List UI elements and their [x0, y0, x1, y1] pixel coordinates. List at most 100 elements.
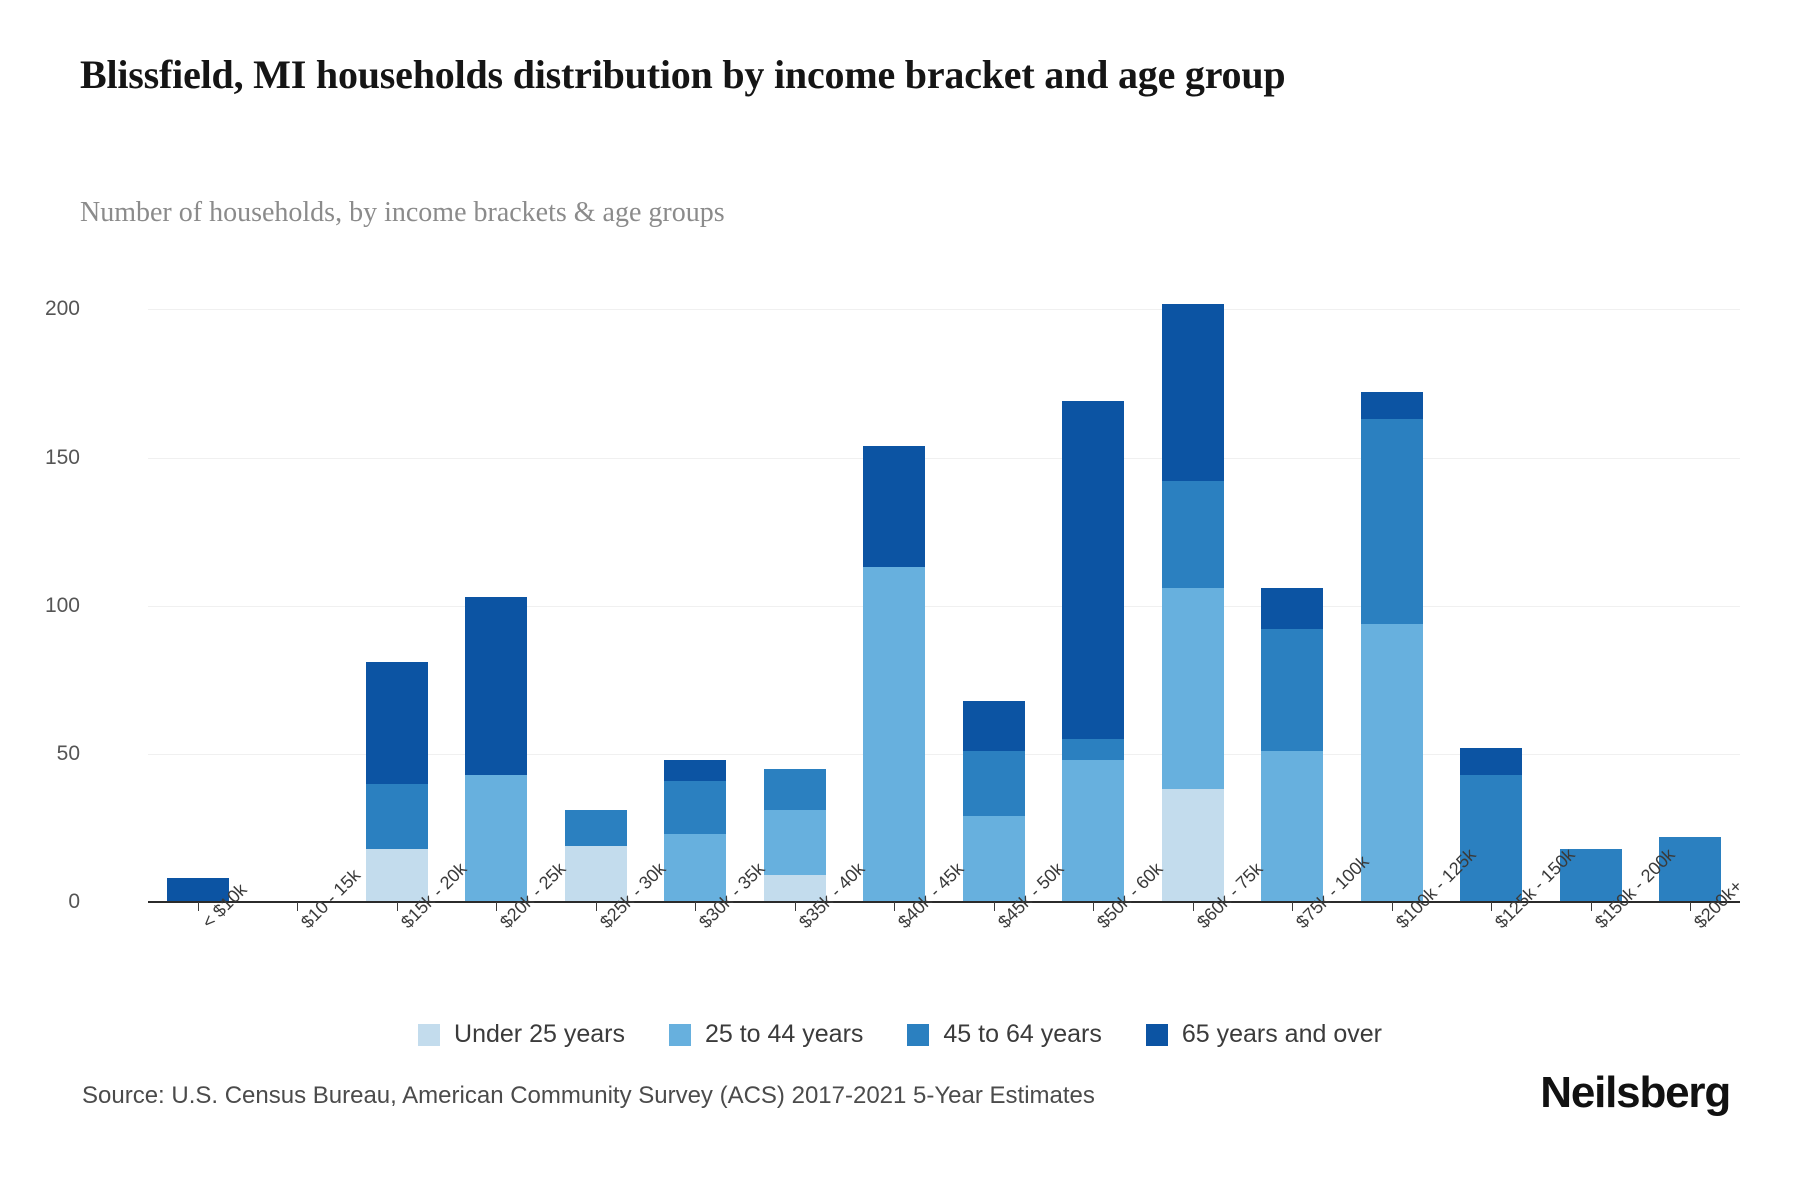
legend-item[interactable]: 25 to 44 years — [668, 1020, 864, 1049]
bar-segment[interactable] — [1460, 747, 1523, 775]
bar-segment[interactable] — [1261, 587, 1324, 630]
bar-segment[interactable] — [1062, 401, 1125, 740]
x-axis-label-slot: $125k - 150k — [1442, 844, 1579, 1034]
bar-segment[interactable] — [365, 848, 428, 902]
tick-mark — [595, 902, 597, 911]
bar-segment[interactable] — [465, 774, 528, 902]
stacked-bar[interactable] — [1460, 747, 1523, 902]
stacked-bar[interactable] — [365, 662, 428, 902]
stacked-bar[interactable] — [1062, 401, 1125, 902]
x-axis-tick — [1044, 902, 1144, 914]
stacked-bar[interactable] — [564, 810, 627, 902]
x-axis-tick — [646, 902, 746, 914]
stacked-bar[interactable] — [1360, 392, 1423, 902]
bar-group[interactable] — [1044, 265, 1144, 902]
bar-segment[interactable] — [962, 816, 1025, 902]
bar-segment[interactable] — [863, 567, 926, 902]
bar-segment[interactable] — [664, 833, 727, 902]
plot-area — [148, 265, 1740, 903]
bar-group[interactable] — [1641, 265, 1741, 902]
bar-group[interactable] — [646, 265, 746, 902]
legend-swatch — [668, 1023, 691, 1046]
bar-segment[interactable] — [365, 662, 428, 784]
bar-segment[interactable] — [1460, 774, 1523, 902]
stacked-bar[interactable] — [962, 700, 1025, 902]
x-axis-label-slot: < $10k — [148, 879, 251, 1034]
bar-group[interactable] — [546, 265, 646, 902]
stacked-bar[interactable] — [1261, 587, 1324, 902]
x-axis-label-slot: $25k - 30k — [546, 859, 670, 1034]
bar-segment[interactable] — [763, 875, 826, 902]
legend-item[interactable]: Under 25 years — [418, 1020, 625, 1049]
bar-segment[interactable] — [1360, 392, 1423, 420]
bar-series-container — [148, 265, 1740, 902]
bar-segment[interactable] — [564, 810, 627, 846]
bar-segment[interactable] — [763, 810, 826, 876]
x-axis-tick — [1442, 902, 1542, 914]
stacked-bar[interactable] — [166, 878, 229, 902]
bar-segment[interactable] — [1161, 303, 1224, 482]
bar-group[interactable] — [1243, 265, 1343, 902]
x-axis-label-slot: $60k - 75k — [1143, 859, 1267, 1034]
bar-segment[interactable] — [1062, 759, 1125, 902]
x-axis-label-slot: $40k - 45k — [845, 859, 968, 1034]
tick-mark — [297, 902, 299, 911]
bar-segment[interactable] — [962, 750, 1025, 817]
bar-segment[interactable] — [365, 783, 428, 849]
bar-segment[interactable] — [664, 780, 727, 834]
bar-group[interactable] — [148, 265, 248, 902]
stacked-bar[interactable] — [1161, 303, 1224, 902]
bar-segment[interactable] — [564, 845, 627, 902]
bar-group[interactable] — [347, 265, 447, 902]
bar-group[interactable] — [1143, 265, 1243, 902]
bar-segment[interactable] — [166, 878, 229, 902]
bar-segment[interactable] — [1360, 623, 1423, 902]
bar-group[interactable] — [944, 265, 1044, 902]
bar-segment[interactable] — [664, 759, 727, 781]
tick-mark — [894, 902, 896, 911]
legend-item[interactable]: 45 to 64 years — [907, 1020, 1102, 1049]
stacked-bar[interactable] — [763, 768, 826, 902]
bar-segment[interactable] — [1161, 789, 1224, 902]
legend-item[interactable]: 65 years and over — [1145, 1020, 1382, 1049]
bar-group[interactable] — [1442, 265, 1542, 902]
bar-segment[interactable] — [1261, 629, 1324, 751]
source-note: Source: U.S. Census Bureau, American Com… — [82, 1082, 1095, 1109]
bar-segment[interactable] — [1062, 739, 1125, 760]
brand-logo: Neilsberg — [1540, 1068, 1731, 1117]
bar-segment[interactable] — [1161, 481, 1224, 588]
bar-group[interactable] — [248, 265, 348, 902]
x-axis-label-slot: $100k - 125k — [1342, 844, 1480, 1034]
bar-segment[interactable] — [1659, 836, 1722, 902]
chart-legend: Under 25 years 25 to 44 years 45 to 64 yea… — [0, 1020, 1800, 1049]
bar-segment[interactable] — [962, 700, 1025, 751]
x-axis-label-slot: $200k+ — [1641, 876, 1746, 1034]
bar-group[interactable] — [745, 265, 845, 902]
bar-segment[interactable] — [465, 596, 528, 775]
stacked-bar[interactable] — [1559, 848, 1622, 902]
legend-label: 25 to 44 years — [704, 1020, 864, 1048]
bar-segment[interactable] — [1261, 750, 1324, 902]
stacked-bar[interactable] — [1659, 836, 1722, 902]
bar-group[interactable] — [1342, 265, 1442, 902]
x-axis-label-slot: $10 - 15k — [248, 865, 364, 1034]
x-axis-ticks — [148, 902, 1740, 914]
stacked-bar[interactable] — [863, 445, 926, 902]
x-axis-label-slot: $30k - 35k — [646, 859, 769, 1034]
x-axis-tick — [1243, 902, 1343, 914]
bar-group[interactable] — [845, 265, 945, 902]
bar-segment[interactable] — [1360, 419, 1423, 624]
stacked-bar[interactable] — [664, 759, 727, 902]
bar-segment[interactable] — [763, 768, 826, 811]
tick-mark — [396, 902, 398, 911]
bar-segment[interactable] — [863, 445, 926, 568]
y-axis-tick-label: 100 — [44, 593, 80, 617]
bar-segment[interactable] — [1161, 587, 1224, 790]
bar-group[interactable] — [1541, 265, 1641, 902]
x-axis-tick — [1143, 902, 1243, 914]
bar-segment[interactable] — [1559, 848, 1622, 902]
stacked-bar[interactable] — [465, 596, 528, 902]
bar-group[interactable] — [447, 265, 547, 902]
tick-mark — [1093, 902, 1095, 911]
legend-label: 45 to 64 years — [943, 1020, 1102, 1048]
